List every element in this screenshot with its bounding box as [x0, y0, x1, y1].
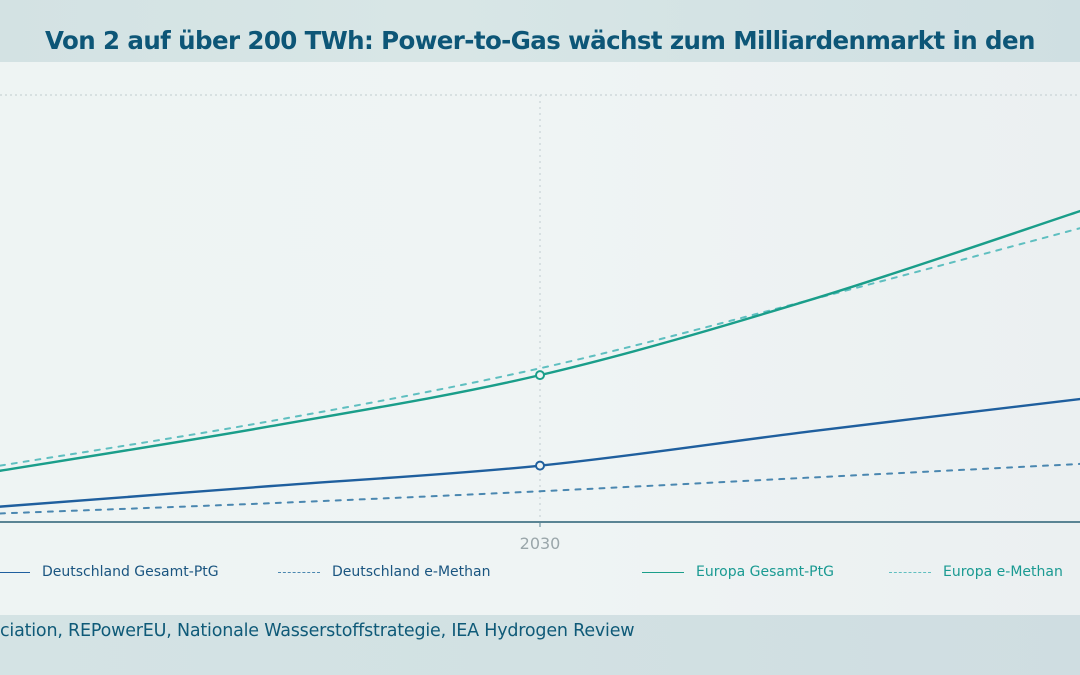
legend-item-de-methane[interactable]: Deutschland e-Methan [278, 564, 490, 580]
source-band: ciation, REPowerEU, Nationale Wasserstof… [0, 615, 1080, 675]
legend-item-de-total[interactable]: Deutschland Gesamt-PtG [0, 564, 219, 580]
marker-layer [535, 370, 545, 471]
legend-label: Deutschland Gesamt-PtG [42, 564, 219, 580]
source-note: ciation, REPowerEU, Nationale Wasserstof… [0, 621, 635, 641]
legend-label: Deutschland e-Methan [332, 564, 491, 580]
legend-swatch-dashed [278, 571, 320, 573]
legend-item-eu-total[interactable]: Europa Gesamt-PtG [642, 564, 834, 580]
legend-swatch-solid [642, 571, 684, 573]
line-chart: 2030 [0, 94, 1080, 553]
series-line-de-methane [0, 462, 1080, 515]
legend-item-eu-methane[interactable]: Europa e-Methan [889, 564, 1063, 580]
data-point-marker-eu-total [535, 370, 545, 381]
grid-layer [0, 94, 1080, 523]
tick-layer: 2030 [520, 522, 561, 553]
legend-swatch-dashed [889, 571, 931, 573]
chart-title: Von 2 auf über 200 TWh: Power-to-Gas wäc… [45, 26, 1035, 55]
data-point-marker-de-total [535, 460, 545, 471]
x-tick-label: 2030 [520, 534, 561, 553]
series-line-eu-methane [0, 227, 1080, 467]
title-band: Von 2 auf über 200 TWh: Power-to-Gas wäc… [0, 0, 1080, 62]
legend-swatch-solid [0, 571, 30, 573]
legend-label: Europa Gesamt-PtG [696, 564, 834, 580]
legend-label: Europa e-Methan [943, 564, 1063, 580]
chart-legend: Deutschland Gesamt-PtG Deutschland e-Met… [0, 564, 1080, 588]
